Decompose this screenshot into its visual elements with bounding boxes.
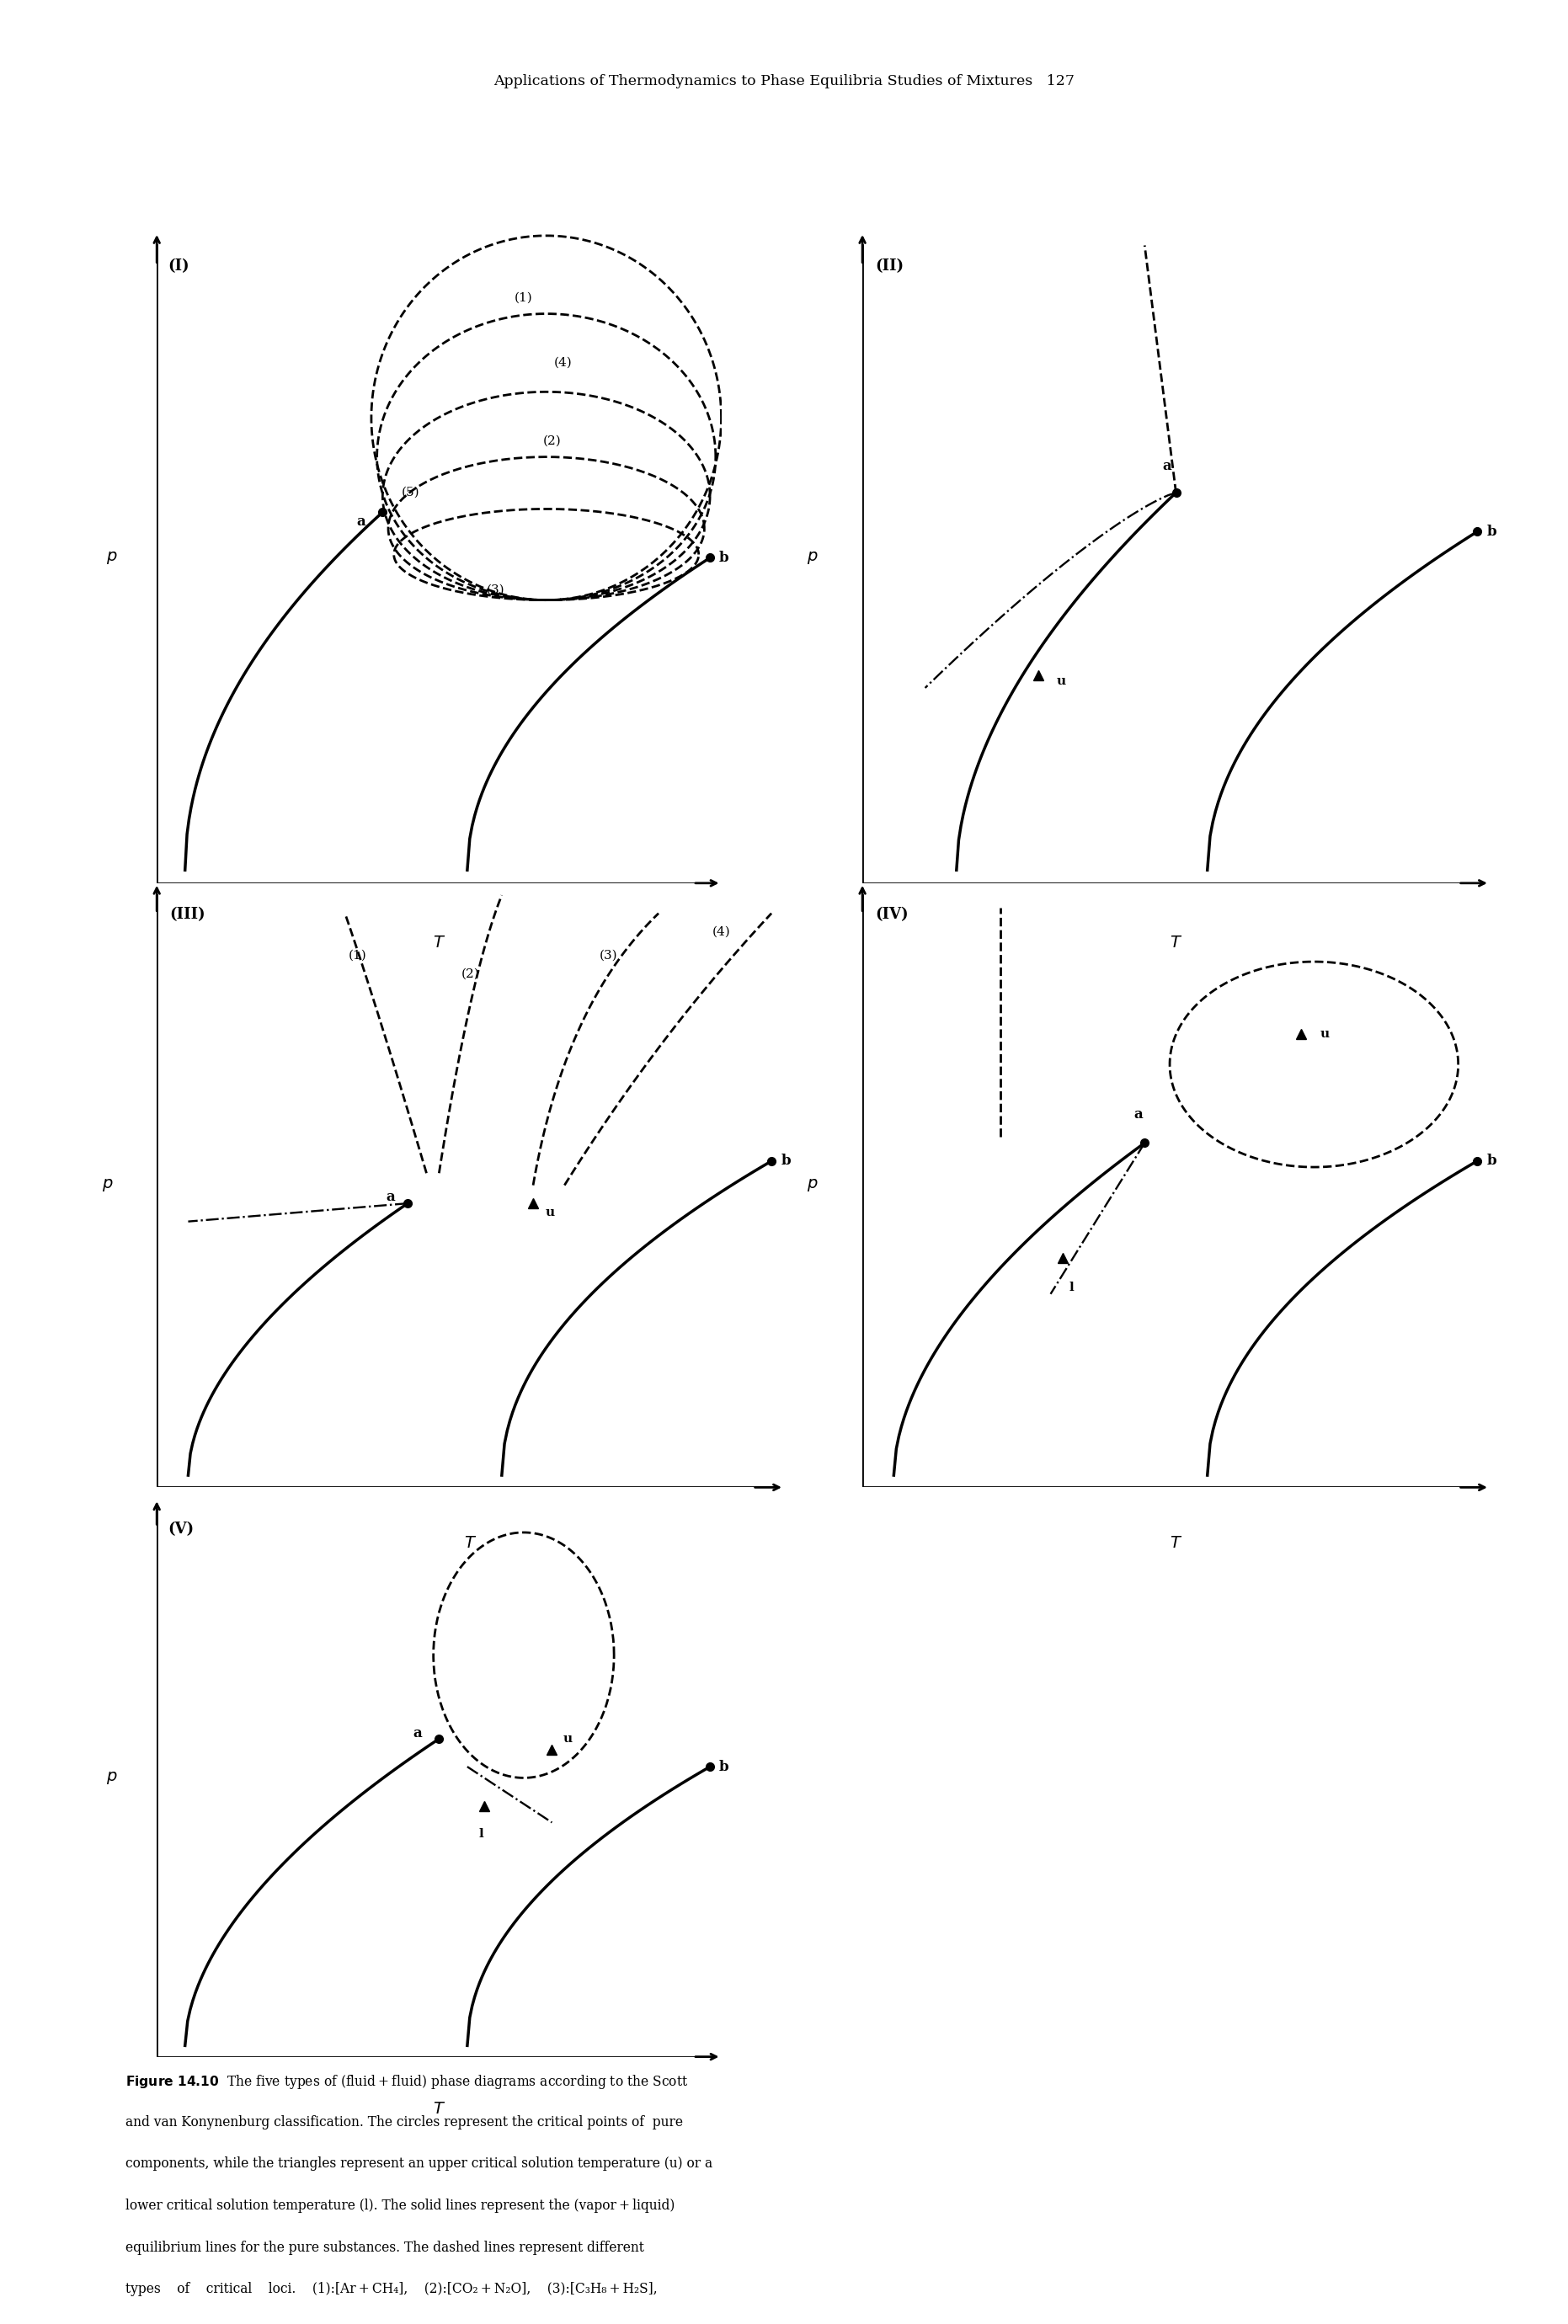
Text: (I): (I) xyxy=(168,258,190,274)
Text: (II): (II) xyxy=(875,258,903,274)
Text: $T$: $T$ xyxy=(1170,934,1182,951)
Text: $p$: $p$ xyxy=(808,1178,818,1192)
Text: (5): (5) xyxy=(401,486,420,500)
Text: $T$: $T$ xyxy=(433,934,445,951)
Text: u: u xyxy=(563,1734,572,1745)
Text: (4): (4) xyxy=(554,356,572,370)
Text: a: a xyxy=(386,1190,395,1204)
Text: b: b xyxy=(1486,1155,1496,1169)
Text: (2): (2) xyxy=(543,435,561,446)
Text: (3): (3) xyxy=(486,583,505,597)
Text: a: a xyxy=(412,1727,422,1741)
Text: a: a xyxy=(1162,458,1171,474)
Text: b: b xyxy=(718,1759,728,1773)
Text: u: u xyxy=(1320,1027,1330,1041)
Text: u: u xyxy=(546,1206,555,1218)
Text: (4): (4) xyxy=(712,925,731,937)
Text: (1): (1) xyxy=(348,951,367,962)
Text: Applications of Thermodynamics to Phase Equilibria Studies of Mixtures   127: Applications of Thermodynamics to Phase … xyxy=(494,74,1074,88)
Text: types    of    critical    loci.    (1):[Ar + CH₄],    (2):[CO₂ + N₂O],    (3):[: types of critical loci. (1):[Ar + CH₄], … xyxy=(125,2282,657,2296)
Text: (IV): (IV) xyxy=(875,906,908,923)
Text: (3): (3) xyxy=(599,951,618,962)
Text: b: b xyxy=(718,551,728,565)
Text: $p$: $p$ xyxy=(107,551,118,565)
Text: (III): (III) xyxy=(169,906,205,923)
Text: l: l xyxy=(478,1829,485,1841)
Text: $T$: $T$ xyxy=(433,2101,445,2117)
Text: $p$: $p$ xyxy=(107,1771,118,1785)
Text: equilibrium lines for the pure substances. The dashed lines represent different: equilibrium lines for the pure substance… xyxy=(125,2240,644,2254)
Text: lower critical solution temperature (l). The solid lines represent the (vapor + : lower critical solution temperature (l).… xyxy=(125,2199,674,2212)
Text: $p$: $p$ xyxy=(808,551,818,565)
Text: b: b xyxy=(781,1155,790,1169)
Text: $p$: $p$ xyxy=(102,1178,113,1192)
Text: components, while the triangles represent an upper critical solution temperature: components, while the triangles represen… xyxy=(125,2157,712,2171)
Text: b: b xyxy=(1486,525,1496,539)
Text: (1): (1) xyxy=(514,290,533,304)
Text: a: a xyxy=(1134,1109,1143,1122)
Text: (V): (V) xyxy=(168,1522,194,1536)
Text: and van Konynenburg classification. The circles represent the critical points of: and van Konynenburg classification. The … xyxy=(125,2115,684,2129)
Text: $T$: $T$ xyxy=(464,1536,477,1550)
Text: $\bf{Figure\ 14.10}$  The five types of (fluid + fluid) phase diagrams according: $\bf{Figure\ 14.10}$ The five types of (… xyxy=(125,2073,688,2092)
Text: a: a xyxy=(356,516,365,530)
Text: $T$: $T$ xyxy=(1170,1536,1182,1550)
Text: l: l xyxy=(1069,1283,1074,1294)
Text: (2): (2) xyxy=(461,967,480,981)
Text: u: u xyxy=(1057,676,1066,688)
